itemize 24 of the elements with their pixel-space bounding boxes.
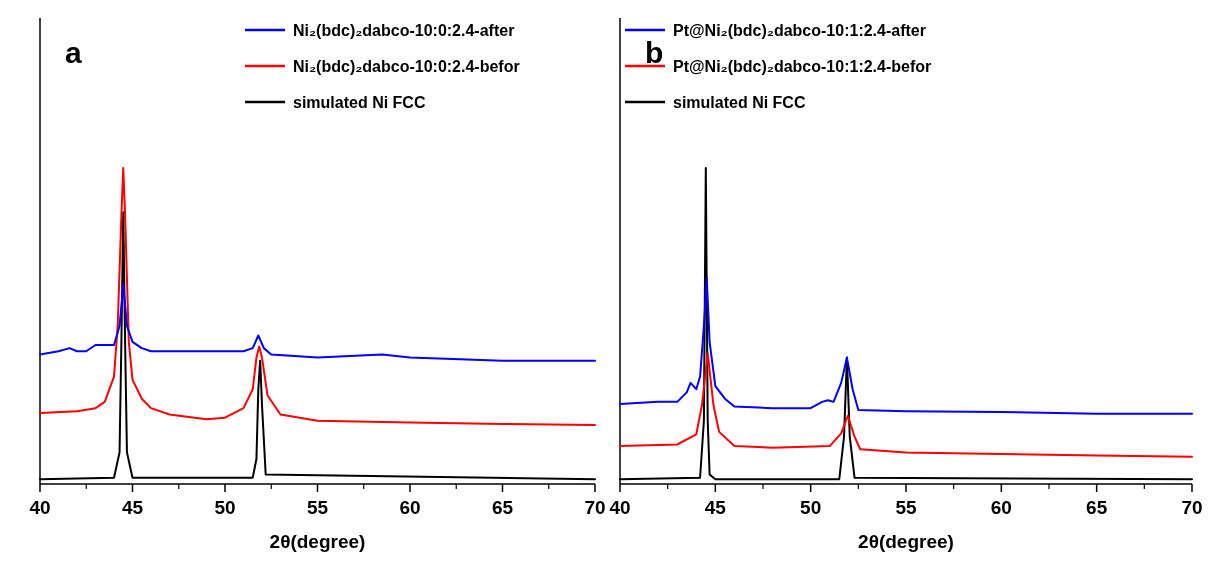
x-tick-label: 50 [800,497,822,518]
x-tick-label: 70 [584,497,606,518]
x-tick-label: 45 [121,497,144,518]
x-tick-label: 60 [399,497,421,518]
chart-title: b [645,36,664,69]
x-tick-label: 70 [1181,497,1203,518]
chart-title: a [65,36,82,69]
x-axis-title: 2θ(degree) [269,531,366,552]
x-tick-label: 60 [990,497,1012,518]
x-tick-label: 55 [306,497,329,518]
legend-label: Ni₂(bdc)₂dabco-10:0:2.4-befor [293,58,520,75]
x-tick-label: 50 [214,497,236,518]
legend-label: simulated Ni FCC [293,94,426,111]
legend-label: simulated Ni FCC [673,94,806,111]
x-axis-title: 2θ(degree) [858,531,954,552]
x-tick-label: 40 [29,497,51,518]
x-tick-label: 45 [704,497,727,518]
x-tick-label: 55 [895,497,917,518]
legend-label: Pt@Ni₂(bdc)₂dabco-10:1:2.4-after [673,22,926,39]
x-tick-label: 65 [491,497,514,518]
x-tick-label: 40 [609,497,631,518]
legend-label: Ni₂(bdc)₂dabco-10:0:2.4-after [293,22,515,39]
x-tick-label: 65 [1086,497,1108,518]
legend-label: Pt@Ni₂(bdc)₂dabco-10:1:2.4-befor [673,58,932,75]
